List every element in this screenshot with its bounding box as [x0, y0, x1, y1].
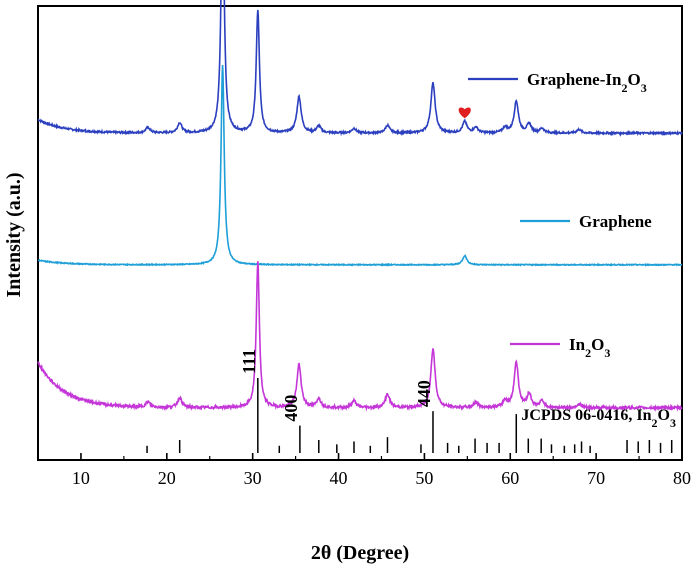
reference-title: JCPDS 06-0416, In2O3 [521, 407, 676, 430]
legend-label: In2O3 [569, 335, 610, 360]
heart-marker-icon [458, 107, 471, 119]
series-line-1 [37, 64, 683, 267]
y-axis-title: Intensity (a.u.) [3, 172, 25, 297]
x-tick-label: 10 [72, 468, 90, 488]
series-line-2 [37, 261, 683, 413]
legend-label: Graphene-In2O3 [527, 70, 647, 95]
reference-peak-label: 111 [239, 349, 259, 374]
x-tick-label: 40 [330, 468, 348, 488]
x-tick-label: 80 [673, 468, 691, 488]
reference-peak-label: 400 [281, 395, 301, 422]
series-layer [37, 0, 683, 413]
x-tick-label: 60 [501, 468, 519, 488]
reference-peak-label: 440 [414, 380, 434, 407]
reference-sticks: 111 400 440 JCPDS 06-0416, In2O3 [146, 349, 676, 453]
x-tick-label: 30 [244, 468, 262, 488]
x-tick-label: 70 [587, 468, 605, 488]
series-line-0 [37, 0, 683, 137]
x-tick-label: 20 [158, 468, 176, 488]
plot-frame [37, 5, 683, 461]
x-axis-title: 2θ (Degree) [311, 542, 409, 564]
legend: Graphene-In2O3 Graphene In2O3 [468, 70, 652, 360]
x-axis-ticks: 10 20 30 40 50 60 70 80 [37, 453, 691, 488]
legend-label: Graphene [579, 212, 652, 231]
x-tick-label: 50 [415, 468, 433, 488]
